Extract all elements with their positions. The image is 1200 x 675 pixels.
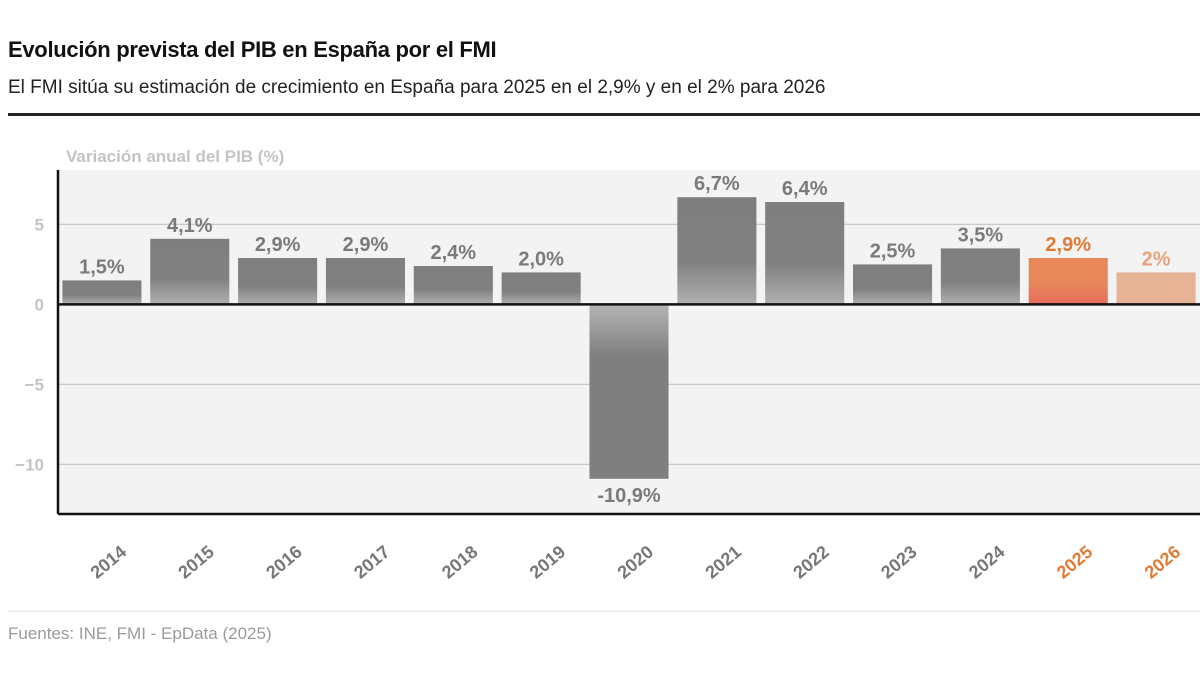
data-label-2018: 2,4% <box>431 242 477 264</box>
bar-2021 <box>677 197 757 305</box>
bar-2019 <box>501 272 581 305</box>
data-label-2021: 6,7% <box>694 173 740 195</box>
chart-title: Evolución prevista del PIB en España por… <box>8 37 497 62</box>
data-label-2023: 2,5% <box>870 240 916 262</box>
x-tick-label-2019: 2019 <box>526 542 570 583</box>
y-tick-label: 0 <box>35 295 44 314</box>
data-label-2025: 2,9% <box>1045 234 1091 256</box>
data-label-2022: 6,4% <box>782 178 828 200</box>
title-divider <box>8 113 1200 116</box>
x-tick-label-2021: 2021 <box>701 542 745 583</box>
bar-2016 <box>238 258 318 305</box>
data-label-2017: 2,9% <box>343 234 389 256</box>
data-label-2019: 2,0% <box>518 248 564 270</box>
x-tick-label-2017: 2017 <box>350 542 394 583</box>
data-label-2024: 3,5% <box>958 224 1004 246</box>
bar-2018 <box>413 266 493 305</box>
chart-subtitle: El FMI sitúa su estimación de crecimient… <box>8 77 826 98</box>
data-label-2015: 4,1% <box>167 215 213 237</box>
bar-2022 <box>765 202 845 305</box>
x-tick-label-2018: 2018 <box>438 542 482 583</box>
bar-2014 <box>62 280 142 305</box>
y-axis-title: Variación anual del PIB (%) <box>66 147 284 166</box>
data-label-2016: 2,9% <box>255 234 301 256</box>
bar-2024 <box>940 248 1020 305</box>
bar-2020 <box>589 304 669 479</box>
x-tick-label-2015: 2015 <box>174 542 218 583</box>
data-label-2026: 2% <box>1142 248 1171 270</box>
source-note: Fuentes: INE, FMI - EpData (2025) <box>8 624 272 643</box>
x-tick-label-2024: 2024 <box>965 542 1009 583</box>
data-label-2014: 1,5% <box>79 256 125 278</box>
bar-chart: Variación anual del PIB (%) 5 0 −5 −10 1,5%… <box>15 147 1200 583</box>
bar-2015 <box>150 238 230 305</box>
x-tick-label-2023: 2023 <box>877 542 921 583</box>
x-tick-label-2016: 2016 <box>262 542 306 583</box>
bar-2026 <box>1116 272 1196 305</box>
data-label-2020: -10,9% <box>597 485 661 507</box>
x-tick-label-2026: 2026 <box>1141 542 1185 583</box>
bar-2017 <box>325 258 405 305</box>
bar-2025 <box>1028 258 1108 305</box>
y-tick-label: −10 <box>15 455 44 474</box>
bar-2023 <box>853 264 933 305</box>
x-tick-label-2025: 2025 <box>1053 542 1097 583</box>
x-tick-label-2014: 2014 <box>87 542 131 583</box>
x-tick-label-2020: 2020 <box>614 542 658 583</box>
footer-divider <box>8 611 1200 612</box>
y-tick-label: 5 <box>35 215 44 234</box>
x-tick-label-2022: 2022 <box>789 542 833 583</box>
y-tick-label: −5 <box>25 375 44 394</box>
